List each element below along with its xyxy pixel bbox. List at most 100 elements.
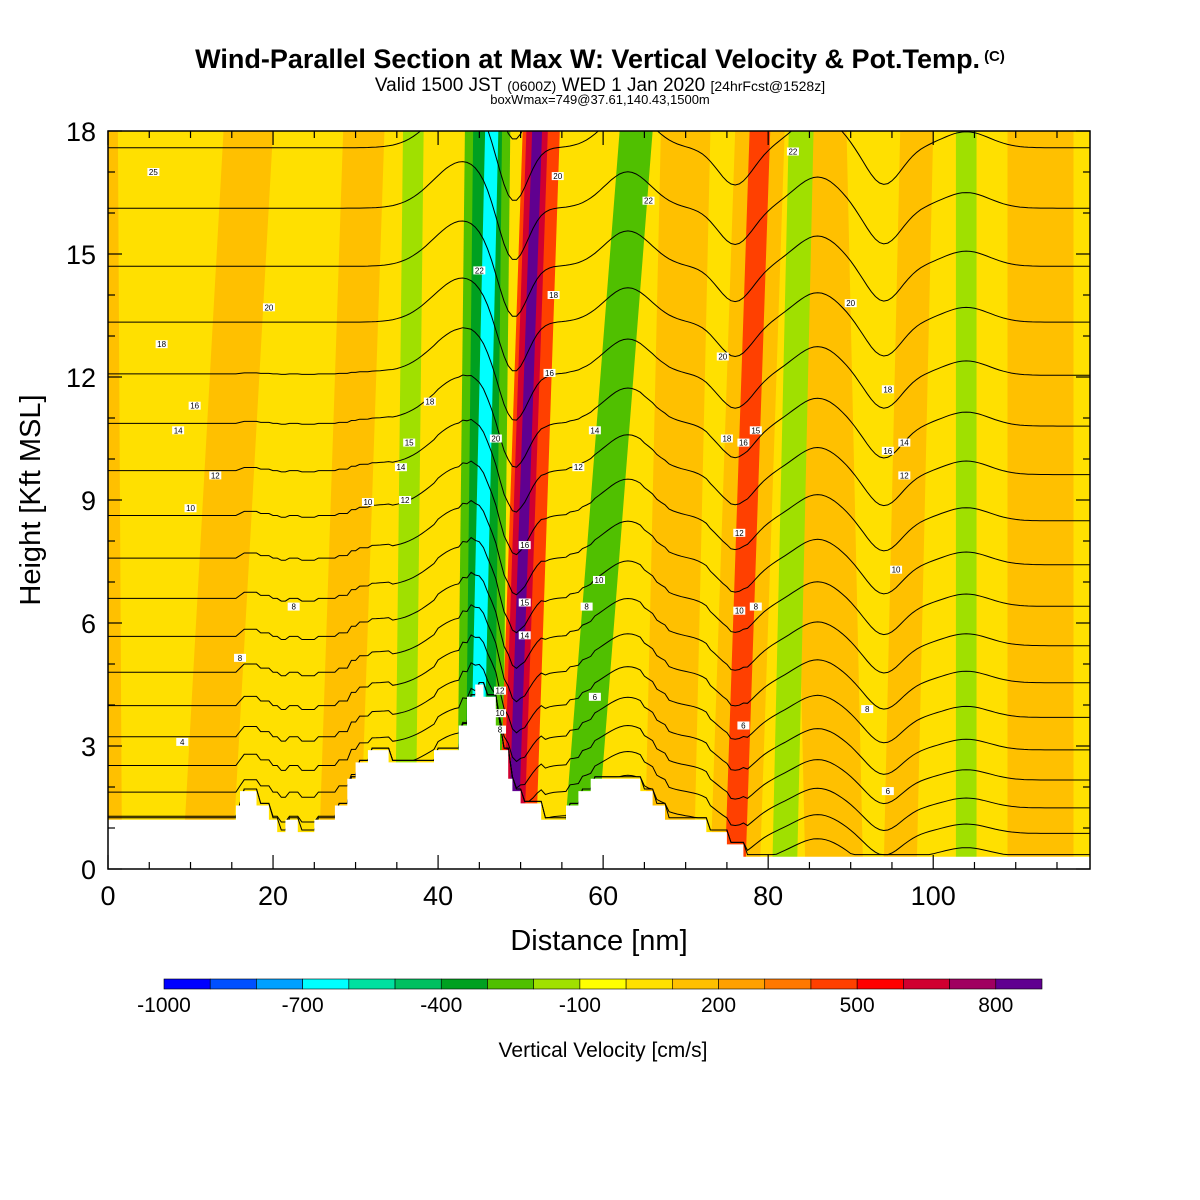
contour-label-text: 10 — [595, 576, 604, 585]
contour-label-bg — [547, 291, 560, 299]
contour-label: 14 — [898, 438, 911, 448]
y-tick-label: 18 — [66, 117, 96, 147]
contour-label-text: 16 — [520, 541, 529, 550]
contour-label-bg — [188, 401, 201, 410]
colorbar-bin — [625, 978, 673, 990]
colorbar-bin — [163, 978, 211, 990]
contour-label-bg — [394, 463, 407, 472]
contour-label-text: 8 — [584, 603, 589, 612]
contour-label: 20 — [716, 352, 729, 362]
contour-label: 15 — [403, 438, 416, 448]
contour-label-text: 10 — [496, 709, 505, 718]
contour-label-bg — [749, 602, 762, 611]
x-axis-label: Distance [nm] — [510, 925, 687, 957]
contour-label-bg — [890, 565, 903, 574]
colorbar-bin — [533, 978, 581, 990]
colorbar-bin — [903, 978, 950, 990]
colorbar-tick-label: -700 — [282, 994, 324, 1017]
contour-label-text: 12 — [211, 471, 220, 480]
colorbar-bin — [810, 978, 858, 990]
colorbar-bin — [672, 978, 719, 990]
terrain — [108, 684, 1090, 869]
contour-label: 15 — [749, 426, 762, 435]
contour-label: 22 — [642, 196, 655, 206]
chart-title: Wind-Parallel Section at Max W: Vertical… — [0, 44, 1200, 75]
contour-label: 8 — [234, 653, 247, 663]
colorbar-tick-label: 800 — [978, 994, 1013, 1017]
contour-label-bg — [720, 434, 733, 443]
contour-label: 20 — [489, 434, 502, 444]
contour-label: 18 — [720, 434, 733, 444]
theta-contour — [108, 0, 1090, 9]
contour-label: 12 — [733, 528, 746, 538]
subtitle-valid: Valid 1500 JST — [374, 75, 502, 96]
axes: 0 20 40 60 80 100 0 3 6 9 12 15 18 — [66, 117, 1091, 911]
subtitle-forecast: [24hrFcst@1528z] — [710, 78, 826, 94]
w-band — [724, 131, 771, 869]
contour-label-bg — [543, 368, 556, 377]
contour-label-text: 6 — [886, 787, 891, 796]
contour-label-bg — [898, 471, 911, 480]
contour-label-bg — [786, 147, 799, 156]
contour-label-text: 12 — [900, 471, 909, 480]
colorbar-tick-label: 500 — [840, 994, 875, 1017]
w-region — [644, 131, 711, 869]
contour-label-bg — [489, 434, 502, 443]
contour-label: 14 — [588, 426, 601, 435]
y-tick-label: 6 — [81, 609, 96, 639]
contour-label-text: 15 — [751, 426, 760, 435]
contour-label-bg — [749, 426, 762, 435]
contour-label: 18 — [547, 291, 560, 300]
contour-label-bg — [262, 303, 275, 312]
contour-label-bg — [551, 172, 564, 181]
theta-contour — [108, 277, 1090, 372]
theta-contour — [108, 682, 1090, 832]
theta-contour — [108, 161, 1090, 260]
theta-contour — [108, 460, 1090, 556]
contour-label: 16 — [188, 401, 201, 411]
y-axis-label: Height [Kft MSL] — [15, 394, 47, 605]
contour-label-bg — [737, 438, 750, 447]
contour-label-bg — [593, 575, 605, 584]
contour-label: 8 — [749, 602, 762, 612]
contour-label: 8 — [493, 725, 506, 735]
w-band — [507, 131, 543, 869]
y-tick-label: 3 — [81, 732, 96, 762]
contour-label: 8 — [580, 602, 593, 612]
contour-label: 10 — [593, 575, 605, 585]
theta-contour — [108, 662, 1090, 775]
contour-label: 10 — [184, 504, 197, 513]
w-region — [1007, 131, 1074, 869]
contour-label-bg — [518, 598, 531, 607]
contour-label-text: 6 — [741, 722, 746, 731]
subtitle-date: WED 1 Jan 2020 — [561, 75, 706, 96]
contour-label-text: 25 — [149, 168, 158, 177]
colorbar-label: Vertical Velocity [cm/s] — [499, 1039, 708, 1062]
x-tick-label: 100 — [911, 881, 956, 911]
y-tick-label: 12 — [66, 363, 96, 393]
contour-label: 8 — [287, 602, 300, 612]
colorbar-bin — [949, 978, 997, 990]
contour-label: 20 — [551, 172, 564, 181]
contour-label-bg — [733, 528, 746, 537]
contour-label-bg — [473, 266, 486, 275]
theta-contour — [108, 682, 1090, 805]
contour-label-bg — [881, 385, 894, 394]
contour-label-text: 18 — [883, 385, 892, 394]
x-tick-label: 80 — [753, 881, 783, 911]
colorbar-bin — [764, 978, 812, 990]
contour-label-text: 14 — [174, 426, 183, 435]
w-region — [182, 131, 274, 869]
contour-label-bg — [493, 709, 506, 718]
contour-label-bg — [572, 463, 585, 472]
contour-label: 10 — [361, 498, 374, 507]
theta-contour — [108, 571, 1090, 674]
contour-label: 12 — [898, 471, 911, 480]
contour-label: 10 — [890, 565, 903, 575]
contour-label-text: 15 — [405, 439, 414, 448]
contour-label-text: 20 — [553, 172, 562, 181]
colorbar-tick-label: -1000 — [137, 994, 191, 1017]
contour-label-bg — [287, 602, 300, 611]
